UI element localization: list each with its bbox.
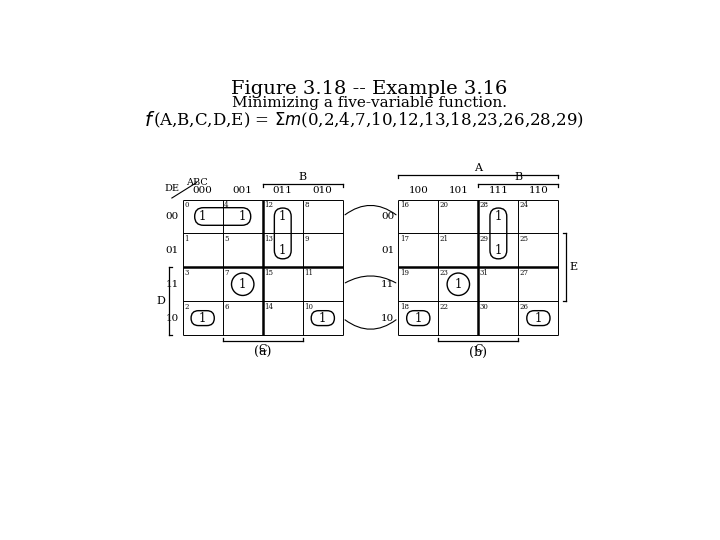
Text: 010: 010 (313, 186, 333, 195)
Text: 01: 01 (381, 246, 395, 255)
Text: 111: 111 (488, 186, 508, 195)
Text: 000: 000 (193, 186, 212, 195)
Text: 1: 1 (319, 312, 326, 325)
Text: 4: 4 (224, 201, 229, 209)
Text: DE: DE (164, 184, 179, 193)
Text: 29: 29 (480, 235, 489, 243)
Text: 30: 30 (480, 303, 489, 310)
Text: 1: 1 (184, 235, 189, 243)
Text: C: C (474, 345, 482, 354)
Text: 23: 23 (440, 269, 449, 277)
Text: 28: 28 (480, 201, 489, 209)
Text: 21: 21 (440, 235, 449, 243)
Text: B: B (299, 172, 307, 182)
Text: 12: 12 (264, 201, 274, 209)
Text: 3: 3 (184, 269, 189, 277)
Text: 1: 1 (199, 210, 207, 223)
Text: 7: 7 (224, 269, 229, 277)
Text: 16: 16 (400, 201, 409, 209)
Text: 11: 11 (305, 269, 313, 277)
Text: 1: 1 (279, 244, 287, 257)
Text: Figure 3.18 -- Example 3.16: Figure 3.18 -- Example 3.16 (231, 80, 507, 98)
Text: 26: 26 (520, 303, 529, 310)
Text: (A,B,C,D,E) = $\Sigma$$\it{m}$(0,2,4,7,10,12,13,18,23,26,28,29): (A,B,C,D,E) = $\Sigma$$\it{m}$(0,2,4,7,1… (153, 111, 584, 130)
Text: 1: 1 (495, 210, 502, 223)
Text: 011: 011 (273, 186, 293, 195)
Text: 1: 1 (454, 278, 462, 291)
Text: 10: 10 (166, 314, 179, 322)
Text: 20: 20 (440, 201, 449, 209)
Text: A: A (474, 163, 482, 173)
Text: 10: 10 (305, 303, 313, 310)
Text: D: D (157, 296, 166, 306)
Text: 25: 25 (520, 235, 529, 243)
Text: 22: 22 (440, 303, 449, 310)
Text: 1: 1 (415, 312, 422, 325)
Text: 13: 13 (264, 235, 273, 243)
Text: (a): (a) (254, 346, 271, 359)
Text: 8: 8 (305, 201, 309, 209)
Text: 27: 27 (520, 269, 529, 277)
Text: 001: 001 (233, 186, 253, 195)
Text: 1: 1 (279, 210, 287, 223)
Text: 11: 11 (381, 280, 395, 289)
Text: 11: 11 (166, 280, 179, 289)
Text: 101: 101 (449, 186, 468, 195)
Text: 5: 5 (224, 235, 229, 243)
Text: 1: 1 (199, 312, 207, 325)
Text: B: B (514, 172, 523, 182)
Text: 10: 10 (381, 314, 395, 322)
Text: 00: 00 (166, 212, 179, 221)
Text: 1: 1 (495, 244, 502, 257)
Text: 1: 1 (239, 210, 246, 223)
Text: 15: 15 (264, 269, 274, 277)
Text: Minimizing a five-variable function.: Minimizing a five-variable function. (232, 96, 506, 110)
Text: 19: 19 (400, 269, 409, 277)
Text: E: E (570, 262, 577, 272)
Text: 18: 18 (400, 303, 409, 310)
Text: 1: 1 (239, 278, 246, 291)
Text: 110: 110 (528, 186, 549, 195)
Text: 1: 1 (535, 312, 542, 325)
Text: 17: 17 (400, 235, 409, 243)
Text: 2: 2 (184, 303, 189, 310)
Text: (b): (b) (469, 346, 487, 359)
Text: 14: 14 (264, 303, 274, 310)
Text: ABC: ABC (186, 178, 207, 187)
Text: 100: 100 (408, 186, 428, 195)
Text: 01: 01 (166, 246, 179, 255)
Text: $\it{f}$: $\it{f}$ (144, 111, 156, 130)
Text: C: C (258, 345, 267, 354)
Text: 9: 9 (305, 235, 309, 243)
Text: 24: 24 (520, 201, 529, 209)
Text: 31: 31 (480, 269, 489, 277)
Text: 0: 0 (184, 201, 189, 209)
Text: 00: 00 (381, 212, 395, 221)
Text: 6: 6 (224, 303, 229, 310)
